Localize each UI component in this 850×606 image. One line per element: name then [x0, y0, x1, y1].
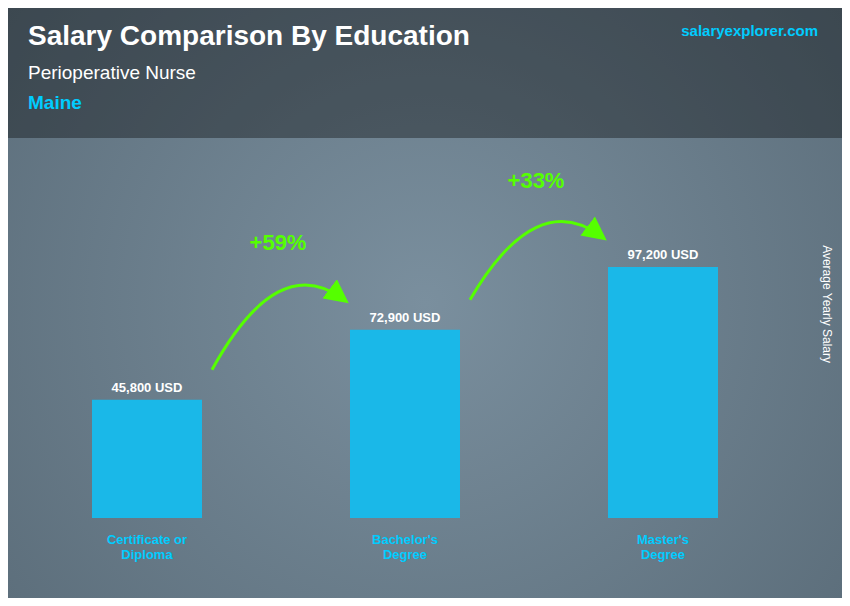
svg-text:+59%: +59%: [250, 230, 307, 255]
svg-text:72,900 USD: 72,900 USD: [370, 310, 441, 325]
svg-text:Average Yearly Salary: Average Yearly Salary: [820, 245, 834, 363]
html-text:Salary Comparison By Education: Salary Comparison By Education: [28, 20, 470, 51]
svg-text:Bachelor'sDegree: Bachelor'sDegree: [372, 532, 438, 562]
svg-text:+33%: +33%: [508, 168, 565, 193]
svg-text:Certificate orDiploma: Certificate orDiploma: [107, 532, 187, 562]
svg-text:Master'sDegree: Master'sDegree: [637, 532, 689, 562]
html-text:Perioperative Nurse: Perioperative Nurse: [28, 62, 196, 83]
html-text:Maine: Maine: [28, 92, 82, 113]
svg-text:45,800 USD: 45,800 USD: [112, 380, 183, 395]
html-text:salaryexplorer.com: salaryexplorer.com: [681, 22, 818, 39]
svg-text:97,200 USD: 97,200 USD: [628, 247, 699, 262]
